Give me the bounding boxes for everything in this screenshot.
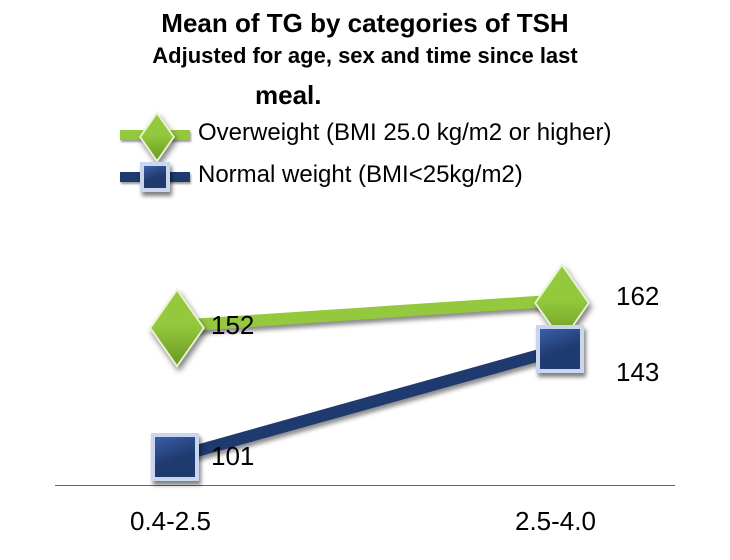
title-line-1: Mean of TG by categories of TSH [0,8,730,39]
chart-title-block: Mean of TG by categories of TSH Adjusted… [0,0,730,111]
legend-item-normal: Normal weight (BMI<25kg/m2) [120,160,680,190]
legend-item-overweight: Overweight (BMI 25.0 kg/m2 or higher) [120,118,680,148]
legend-swatch-normal [120,164,190,190]
x-category-0: 0.4-2.5 [130,506,211,537]
data-label-overweight-0: 152 [211,310,254,341]
marker-normal-0 [151,433,199,481]
title-line-2: Adjusted for age, sex and time since las… [0,43,730,69]
chart-container: Mean of TG by categories of TSH Adjusted… [0,0,730,560]
legend-label-normal: Normal weight (BMI<25kg/m2) [198,160,523,190]
marker-normal-1 [536,325,584,373]
x-category-1: 2.5-4.0 [515,506,596,537]
legend: Overweight (BMI 25.0 kg/m2 or higher) No… [120,118,680,202]
data-label-normal-1: 143 [616,357,659,388]
legend-swatch-overweight [120,122,190,148]
title-line-3: meal. [0,80,730,111]
legend-label-overweight: Overweight (BMI 25.0 kg/m2 or higher) [198,118,612,148]
plot-area: 152 162 101 143 [55,280,675,486]
data-label-overweight-1: 162 [616,281,659,312]
marker-overweight-0 [153,304,197,348]
data-label-normal-0: 101 [211,441,254,472]
marker-overweight-1 [538,279,582,323]
